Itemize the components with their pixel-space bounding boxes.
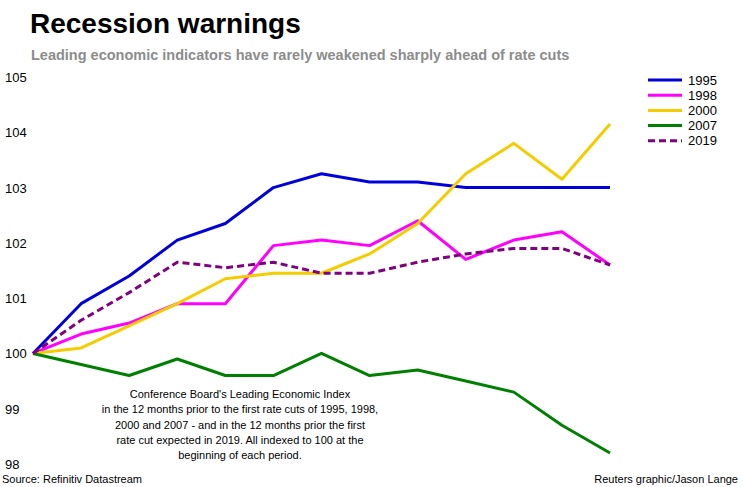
y-tick-label: 103 bbox=[5, 181, 27, 196]
legend: 19951998200020072019 bbox=[648, 73, 717, 149]
series-line bbox=[33, 248, 610, 353]
legend-label: 2019 bbox=[688, 133, 717, 148]
annotation: rate cut expected in 2019. All indexed t… bbox=[116, 434, 363, 446]
series-line bbox=[33, 124, 610, 353]
y-tick-label: 99 bbox=[5, 402, 19, 417]
y-tick-label: 98 bbox=[5, 457, 19, 472]
legend-label: 1995 bbox=[688, 73, 717, 88]
legend-label: 2007 bbox=[688, 118, 717, 133]
y-tick-label: 104 bbox=[5, 125, 27, 140]
legend-swatch bbox=[648, 124, 682, 127]
title: Recession warnings bbox=[30, 8, 301, 39]
chart: Recession warnings Leading economic indic… bbox=[0, 0, 743, 487]
annotation: 2000 and 2007 - and in the 12 months pri… bbox=[115, 419, 365, 431]
y-tick-label: 102 bbox=[5, 236, 27, 251]
annotation: Conference Board's Leading Economic Inde… bbox=[130, 388, 351, 400]
legend-swatch bbox=[648, 94, 682, 97]
y-tick-label: 100 bbox=[5, 346, 27, 361]
series-line bbox=[33, 353, 610, 453]
annotation: in the 12 months prior to the first rate… bbox=[102, 403, 378, 415]
plot-area bbox=[33, 124, 610, 453]
y-tick-label: 105 bbox=[5, 70, 27, 85]
legend-swatch bbox=[648, 109, 682, 112]
legend-label: 2000 bbox=[688, 103, 717, 118]
subtitle: Leading economic indicators have rarely … bbox=[31, 47, 569, 63]
legend-swatch bbox=[648, 139, 682, 142]
y-tick-label: 101 bbox=[5, 291, 27, 306]
credit: Reuters graphic/Jason Lange bbox=[594, 473, 738, 485]
legend-label: 1998 bbox=[688, 88, 717, 103]
series-line bbox=[33, 174, 610, 354]
source: Source: Refinitiv Datastream bbox=[2, 473, 142, 485]
annotation: beginning of each period. bbox=[178, 449, 302, 461]
legend-swatch bbox=[648, 79, 682, 82]
series-line bbox=[33, 221, 610, 354]
